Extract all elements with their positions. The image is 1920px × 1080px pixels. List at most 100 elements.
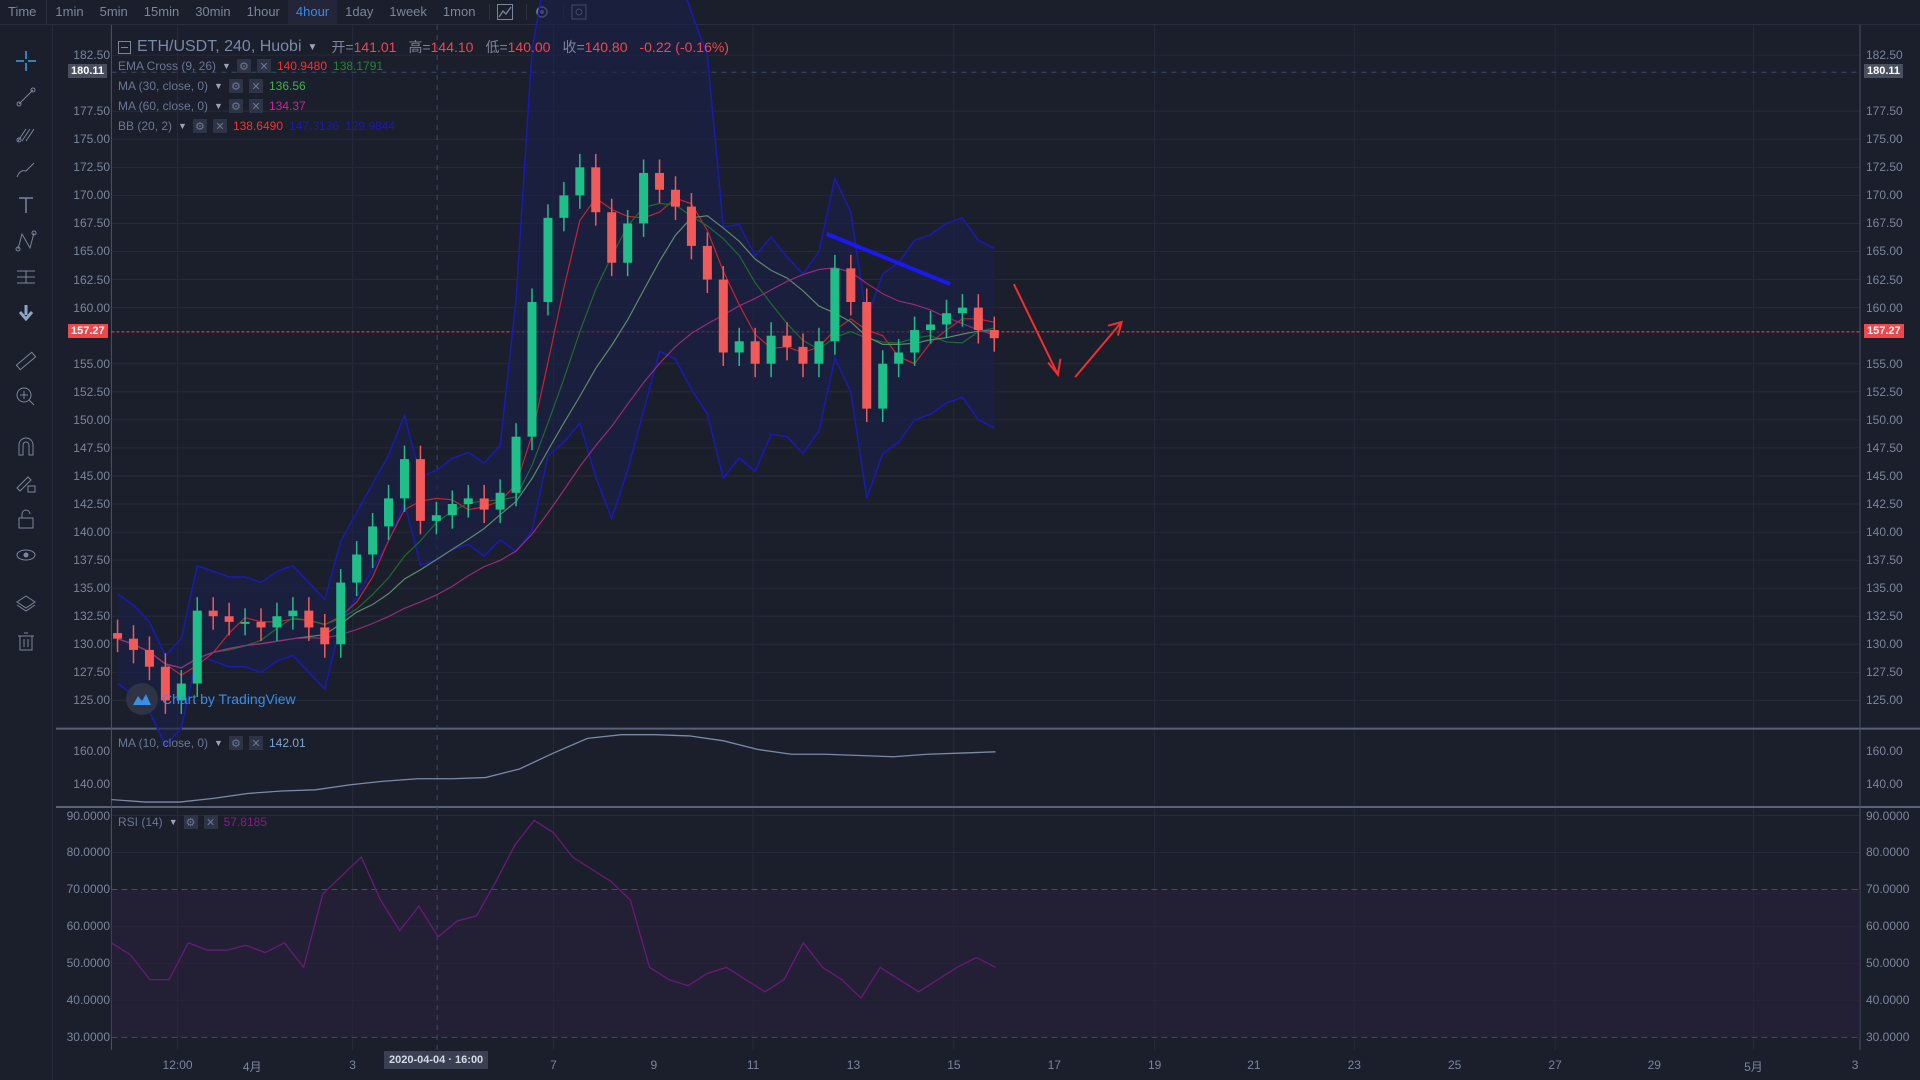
rsi-tick: 50.0000: [66, 956, 110, 971]
price-tick: 152.50: [1866, 384, 1903, 399]
trash-icon[interactable]: [12, 627, 40, 655]
timeframe-1hour[interactable]: 1hour: [246, 4, 280, 19]
price-tick: 160.00: [1866, 300, 1903, 315]
last-price-tag: 157.27: [1864, 323, 1904, 338]
pitchfork-icon[interactable]: [12, 119, 40, 147]
text-icon[interactable]: [12, 191, 40, 219]
price-tick: 127.50: [1866, 665, 1903, 680]
open-label: 开=: [331, 39, 354, 55]
timeframe-1min[interactable]: 1min: [55, 4, 84, 19]
time-tick: 9: [650, 1058, 658, 1072]
close-icon[interactable]: ✕: [248, 79, 263, 93]
ruler-icon[interactable]: [12, 347, 40, 375]
rsi-name[interactable]: RSI (14): [118, 815, 163, 829]
last-price-tag: 157.27: [68, 323, 108, 338]
dropdown-icon[interactable]: ▼: [214, 81, 223, 91]
timeframe-30min[interactable]: 30min: [195, 4, 231, 19]
ma-tick: 160.00: [1866, 743, 1903, 758]
indicator-name[interactable]: MA (30, close, 0): [118, 79, 209, 93]
time-tick: 13: [846, 1058, 861, 1072]
indicator-value: 129.9844: [345, 119, 396, 133]
zoom-in-icon[interactable]: [12, 383, 40, 411]
indicators-icon[interactable]: [489, 4, 514, 20]
price-tick: 182.50: [73, 48, 110, 63]
tradingview-watermark[interactable]: Chart by TradingView: [126, 683, 296, 715]
dropdown-icon[interactable]: ▼: [222, 61, 231, 71]
rsi-tick: 60.0000: [66, 919, 110, 934]
crosshair-icon[interactable]: [12, 47, 40, 75]
time-tick: 3: [1851, 1058, 1859, 1072]
low-label: 低=: [485, 39, 508, 55]
timeframe-4hour[interactable]: 4hour: [287, 0, 338, 24]
left-price-axis[interactable]: 182.50 177.50 175.00 172.50 170.00 167.50 165.…: [56, 25, 111, 1055]
magnet-icon[interactable]: [12, 433, 40, 461]
rsi-tick: 30.0000: [1866, 1030, 1910, 1045]
price-tick: 182.50: [1866, 48, 1903, 63]
trend-line-icon[interactable]: [12, 83, 40, 111]
arrow-down-icon[interactable]: [12, 299, 40, 327]
symbol-dropdown-icon[interactable]: ▼: [307, 41, 318, 53]
indicator-legend-1: MA (30, close, 0) ▼ ⚙ ✕ 136.56: [118, 79, 306, 93]
close-icon[interactable]: ✕: [248, 99, 263, 113]
watermark-text: Chart by TradingView: [162, 691, 296, 707]
unlock-icon[interactable]: [12, 505, 40, 533]
eye-icon[interactable]: [12, 541, 40, 569]
price-tick: 177.50: [1866, 104, 1903, 119]
crosshair-time-label: 2020-04-04 · 16:00: [384, 1051, 489, 1069]
crosshair-price-tag: 180.11: [1864, 64, 1904, 79]
rsi-tick: 80.0000: [66, 845, 110, 860]
close-icon[interactable]: ✕: [203, 815, 218, 829]
indicator-legend-2: MA (60, close, 0) ▼ ⚙ ✕ 134.37: [118, 99, 306, 113]
timeframe-time[interactable]: Time: [0, 0, 48, 24]
settings-icon[interactable]: ⚙: [228, 99, 243, 113]
dropdown-icon[interactable]: ▼: [168, 817, 178, 827]
price-tick: 160.00: [73, 300, 110, 315]
collapse-icon[interactable]: [118, 40, 131, 54]
settings-icon[interactable]: ⚙: [228, 736, 243, 750]
price-tick: 170.00: [1866, 188, 1903, 203]
timeframe-1mon[interactable]: 1mon: [442, 4, 476, 19]
settings-icon[interactable]: ⚙: [183, 815, 198, 829]
price-tick: 175.00: [1866, 132, 1903, 147]
price-tick: 165.00: [1866, 244, 1903, 259]
price-tick: 162.50: [1866, 272, 1903, 287]
ma10-value: 142.01: [268, 736, 306, 750]
price-tick: 150.00: [1866, 412, 1903, 427]
indicator-name[interactable]: EMA Cross (9, 26): [118, 59, 217, 73]
dropdown-icon[interactable]: ▼: [214, 101, 223, 111]
time-axis[interactable]: 12:004月3579111315171921232527295月3: [110, 1050, 1860, 1080]
rsi-tick: 60.0000: [1866, 919, 1910, 934]
dropdown-icon[interactable]: ▼: [178, 121, 187, 131]
price-tick: 165.00: [73, 244, 110, 259]
lock-drawing-icon[interactable]: [12, 469, 40, 497]
indicator-name[interactable]: MA (60, close, 0): [118, 99, 209, 113]
settings-icon[interactable]: ⚙: [236, 59, 251, 73]
time-tick: 25: [1448, 1058, 1462, 1072]
measure-icon[interactable]: [12, 263, 40, 291]
close-icon[interactable]: ✕: [256, 59, 271, 73]
pattern-icon[interactable]: [12, 227, 40, 255]
indicator-value: 147.3136: [289, 119, 340, 133]
timeframe-5min[interactable]: 5min: [99, 4, 128, 19]
time-tick: 11: [746, 1058, 760, 1072]
layers-icon[interactable]: [12, 590, 40, 618]
timeframe-15min[interactable]: 15min: [143, 4, 180, 19]
symbol-title[interactable]: ETH/USDT, 240, Huobi: [137, 38, 302, 55]
ma10-name[interactable]: MA (10, close, 0): [118, 736, 209, 750]
indicator-name[interactable]: BB (20, 2): [118, 119, 173, 133]
close-icon[interactable]: ✕: [248, 736, 263, 750]
settings-icon[interactable]: ⚙: [228, 79, 243, 93]
brush-icon[interactable]: [12, 155, 40, 183]
close-icon[interactable]: ✕: [212, 119, 227, 133]
price-tick: 130.00: [73, 637, 110, 652]
settings-icon[interactable]: ⚙: [192, 119, 207, 133]
timeframe-1day[interactable]: 1day: [345, 4, 374, 19]
timeframe-1week[interactable]: 1week: [389, 4, 427, 19]
right-price-axis[interactable]: 182.50 177.50 175.00 172.50 170.00 167.50 165.…: [1862, 25, 1917, 1055]
price-tick: 155.00: [1866, 356, 1903, 371]
price-tick: 137.50: [73, 553, 110, 568]
change-value: -0.22 (-0.16%): [639, 39, 729, 55]
dropdown-icon[interactable]: ▼: [214, 738, 223, 748]
price-tick: 147.50: [73, 440, 110, 455]
